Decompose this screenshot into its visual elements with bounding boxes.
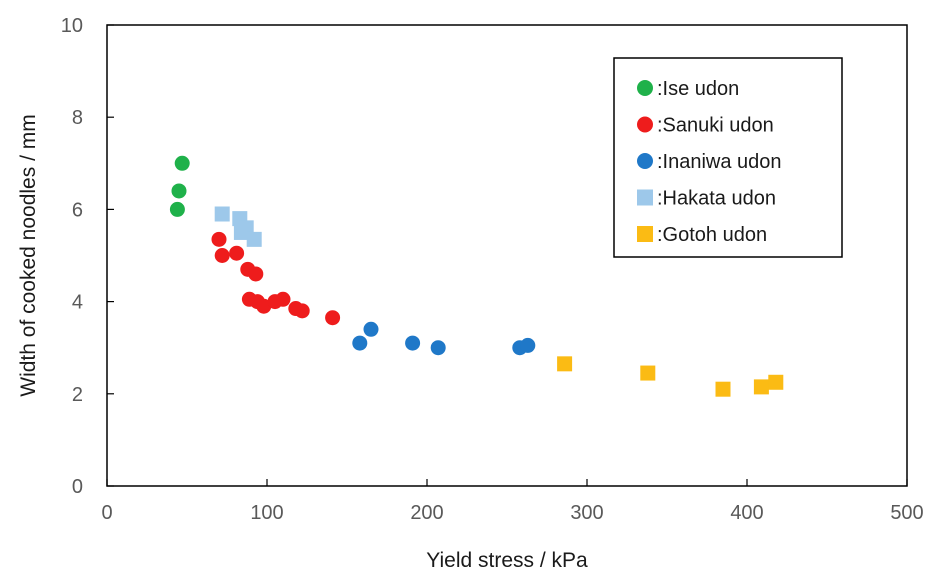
data-point-circle [169,201,185,217]
x-tick-label: 0 [101,502,112,524]
data-point-circle [275,291,291,307]
plot-area-frame [106,24,908,487]
legend-label: :Gotoh udon [657,224,767,246]
legend-label: :Ise udon [657,78,739,100]
data-point-square [214,206,230,222]
data-point-circle [294,303,310,319]
x-tick-label: 400 [730,502,763,524]
legend-marker-square [637,226,653,242]
data-points [169,155,784,397]
y-tick-label: 10 [61,15,83,37]
data-point-circle [174,155,190,171]
data-point-circle [430,340,446,356]
legend-marker-square [637,189,653,206]
x-tick-label: 500 [890,502,923,524]
y-tick-label: 8 [72,107,83,129]
legend: :Ise udon :Sanuki udon :Inaniwa udon :Hakat… [613,57,843,258]
data-point-circle [211,231,227,247]
legend-label: :Hakata udon [657,188,776,210]
axes: 0 100 200 300 400 500 0 2 4 6 8 10 [61,15,924,524]
series-group [214,206,262,247]
data-point-square [233,224,249,240]
x-tick-label: 200 [410,502,443,524]
legend-marker-circle [637,116,653,133]
data-point-square [768,374,784,390]
series-group [557,356,784,397]
data-point-circle [171,183,187,199]
x-axis-title: Yield stress / kPa [426,549,588,572]
data-point-square [753,379,769,395]
data-point-circle [352,335,368,351]
series-group [352,321,536,356]
data-point-circle [405,335,421,351]
data-point-square [640,365,656,381]
legend-marker-circle [637,153,653,169]
legend-label: :Sanuki udon [657,115,774,137]
x-tick-label: 300 [570,502,603,524]
y-axis-title: Width of cooked noodles / mm [17,114,40,396]
data-point-circle [325,310,341,326]
series-group [169,155,190,217]
data-point-square [715,381,731,397]
x-tick-label: 100 [250,502,283,524]
data-point-circle [248,266,264,282]
data-point-circle [229,245,245,261]
legend-marker-circle [637,80,653,96]
data-point-square [557,356,573,372]
series-group [211,231,341,326]
y-tick-label: 4 [72,292,83,314]
y-tick-label: 2 [72,384,83,406]
data-point-square [246,231,262,247]
data-point-circle [520,337,536,353]
data-point-circle [214,248,230,263]
y-tick-label: 6 [72,199,83,221]
y-tick-label: 0 [72,476,83,498]
data-point-circle [363,321,379,337]
legend-label: :Inaniwa udon [657,151,782,173]
